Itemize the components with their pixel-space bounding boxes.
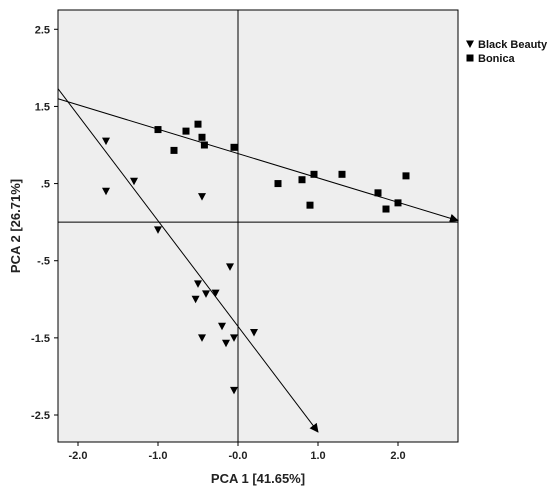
point-s0-4 [154,226,162,234]
legend-marker-0 [466,40,474,48]
point-s0-1 [102,187,110,196]
point-s0-6 [194,280,202,288]
point-s0-14 [222,339,230,348]
y-tick-label: -2.5 [31,410,50,422]
point-s1-8 [298,176,306,184]
y-axis-title: PCA 2 [26.71%] [8,179,23,273]
x-tick-label: 1.0 [310,450,325,462]
zero-reference-lines [58,10,458,442]
legend-label-0: Black Beauty [478,39,548,51]
data-points [102,120,410,395]
point-s1-9 [310,170,318,178]
x-tick-label: 2.0 [390,450,405,462]
point-s0-11 [250,328,258,337]
point-s1-4 [170,146,178,154]
point-s1-15 [402,172,410,180]
x-tick-label: -2.0 [69,450,88,462]
y-tick-label: 2.5 [35,24,50,36]
point-s0-9 [191,295,200,304]
point-s1-12 [374,189,382,197]
y-tick-label: -1.5 [31,333,50,345]
point-s0-5 [226,263,234,271]
point-s1-2 [194,120,202,128]
point-s1-6 [230,143,238,151]
point-s0-8 [211,289,220,298]
y-tick-label: .5 [41,179,50,191]
point-s1-11 [306,201,314,209]
point-s1-10 [338,170,346,178]
point-s1-13 [382,205,390,213]
point-s1-7 [274,180,282,188]
point-s0-15 [230,386,238,395]
point-s0-12 [198,334,206,342]
x-tick-label: -1.0 [149,450,168,462]
point-s0-0 [102,137,110,146]
point-s1-14 [394,199,402,207]
y-axis-ticks: 2.5 1.5 .5 -.5 -1.5 -2.5 [31,24,58,422]
fit-line-1 [57,98,459,223]
point-s1-0 [154,126,162,134]
legend: Black Beauty Bonica [466,39,548,65]
point-s0-10 [218,322,226,331]
point-s1-3 [198,133,206,141]
fit-lines [57,88,459,433]
y-tick-label: 1.5 [35,101,50,113]
point-s0-3 [198,193,206,201]
point-s0-13 [230,334,238,342]
point-s1-1 [182,127,190,135]
legend-label-1: Bonica [478,53,516,65]
fit-line-0 [57,88,319,433]
x-axis-ticks: -2.0 -1.0 -0.0 1.0 2.0 [69,442,406,462]
point-s1-5 [200,141,208,149]
point-s0-2 [130,177,138,186]
x-tick-label: -0.0 [229,450,248,462]
point-s0-7 [202,290,210,298]
x-axis-title: PCA 1 [41.65%] [211,471,305,486]
plot-area [57,9,459,443]
y-tick-label: -.5 [37,256,50,268]
legend-marker-1 [466,54,474,62]
